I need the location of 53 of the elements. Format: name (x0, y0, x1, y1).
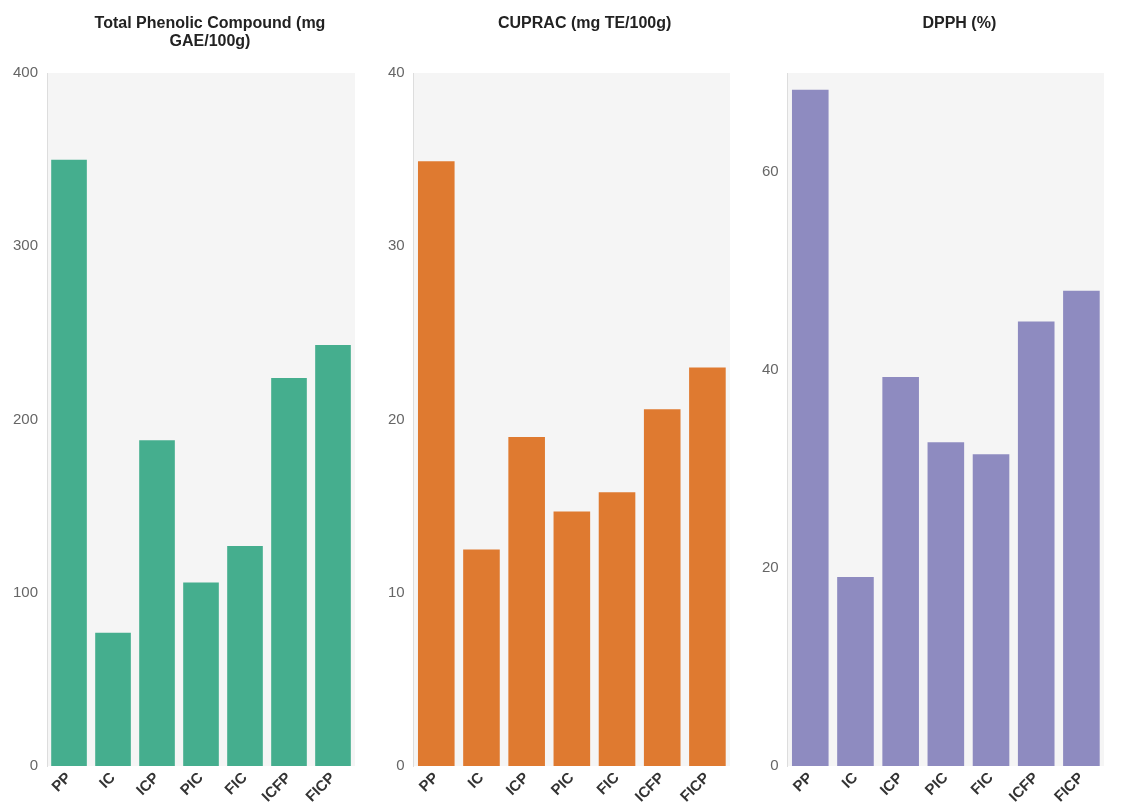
y-tick-label: 400 (13, 63, 39, 81)
y-tick-label: 100 (13, 582, 39, 600)
y-tick-label: 60 (762, 162, 780, 180)
y-tick-label: 0 (396, 756, 405, 774)
y-tick-label: 200 (13, 409, 39, 427)
bar (271, 377, 307, 767)
bar (183, 582, 219, 767)
x-tick-label: PP (414, 768, 441, 795)
x-tick-label: PIC (176, 768, 207, 799)
x-tick-label: PP (47, 768, 75, 795)
bar (688, 367, 726, 767)
x-tick-label: ICP (501, 768, 532, 799)
bar (95, 632, 131, 767)
y-tick-label: 40 (762, 360, 780, 378)
y-tick-label: 0 (29, 756, 39, 774)
y-tick-label: 10 (387, 582, 405, 600)
bar (792, 89, 829, 767)
chart-title: DPPH (%) (922, 14, 997, 32)
x-tick-label: PIC (921, 768, 952, 799)
bar (1018, 321, 1055, 767)
bar (1063, 290, 1101, 767)
bar (837, 576, 875, 767)
bar (553, 511, 590, 767)
bar (643, 409, 681, 767)
bar (139, 440, 175, 767)
bar (417, 161, 455, 767)
bar (598, 492, 635, 767)
x-tick-label: FIC (220, 768, 251, 798)
x-tick-label: ICP (132, 768, 163, 799)
x-tick-label: PP (789, 768, 816, 795)
bar (973, 454, 1010, 767)
x-tick-label: IC (95, 768, 119, 792)
y-tick-label: 20 (387, 409, 405, 427)
bar (927, 442, 965, 767)
y-tick-label: 20 (762, 558, 780, 576)
bar (508, 436, 545, 767)
x-tick-label: ICP (876, 768, 907, 799)
x-tick-label: FIC (967, 768, 997, 798)
y-tick-label: 40 (387, 63, 405, 81)
bar (315, 345, 351, 767)
x-tick-label: PIC (546, 768, 577, 799)
y-tick-label: 300 (13, 236, 39, 254)
x-tick-label: IC (463, 768, 487, 792)
chart-title: CUPRAC (mg TE/100g) (497, 14, 672, 32)
bar (227, 546, 263, 767)
x-tick-label: IC (838, 768, 861, 792)
x-tick-label: FIC (592, 768, 622, 798)
bar (882, 376, 920, 767)
y-tick-label: 30 (387, 236, 405, 254)
bar (51, 159, 87, 767)
chart-title: Total Phenolic Compound (mg GAE/100g) (93, 14, 327, 50)
bar (462, 549, 500, 767)
y-tick-label: 0 (770, 756, 780, 774)
